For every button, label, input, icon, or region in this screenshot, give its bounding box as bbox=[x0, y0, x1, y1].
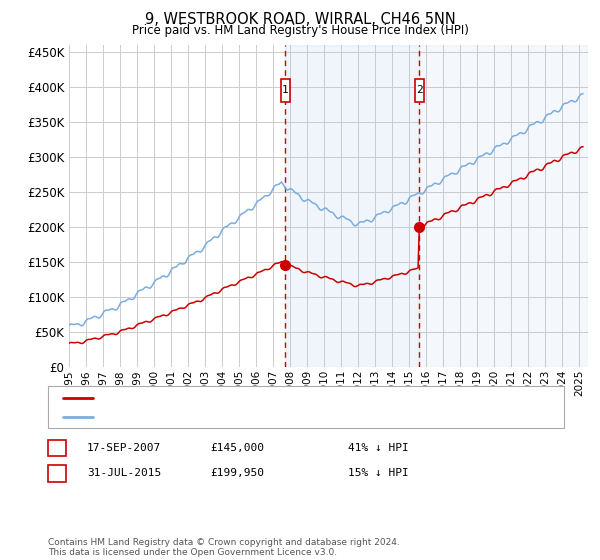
Text: 1: 1 bbox=[53, 443, 61, 453]
Text: 17-SEP-2007: 17-SEP-2007 bbox=[87, 443, 161, 453]
Text: Contains HM Land Registry data © Crown copyright and database right 2024.
This d: Contains HM Land Registry data © Crown c… bbox=[48, 538, 400, 557]
Bar bbox=[415, 79, 424, 101]
Text: £145,000: £145,000 bbox=[210, 443, 264, 453]
Text: 9, WESTBROOK ROAD, WIRRAL, CH46 5NN (detached house): 9, WESTBROOK ROAD, WIRRAL, CH46 5NN (det… bbox=[99, 393, 411, 403]
Text: Price paid vs. HM Land Registry's House Price Index (HPI): Price paid vs. HM Land Registry's House … bbox=[131, 24, 469, 36]
Bar bbox=[281, 79, 290, 101]
Text: 31-JUL-2015: 31-JUL-2015 bbox=[87, 468, 161, 478]
Text: 9, WESTBROOK ROAD, WIRRAL, CH46 5NN: 9, WESTBROOK ROAD, WIRRAL, CH46 5NN bbox=[145, 12, 455, 27]
Text: £199,950: £199,950 bbox=[210, 468, 264, 478]
Text: 15% ↓ HPI: 15% ↓ HPI bbox=[348, 468, 409, 478]
Bar bbox=[419, 45, 588, 367]
Text: 2: 2 bbox=[53, 468, 61, 478]
Bar bbox=[285, 45, 419, 367]
Text: 2: 2 bbox=[416, 85, 422, 95]
Text: HPI: Average price, detached house, Wirral: HPI: Average price, detached house, Wirr… bbox=[99, 412, 351, 422]
Text: 1: 1 bbox=[282, 85, 289, 95]
Text: 41% ↓ HPI: 41% ↓ HPI bbox=[348, 443, 409, 453]
